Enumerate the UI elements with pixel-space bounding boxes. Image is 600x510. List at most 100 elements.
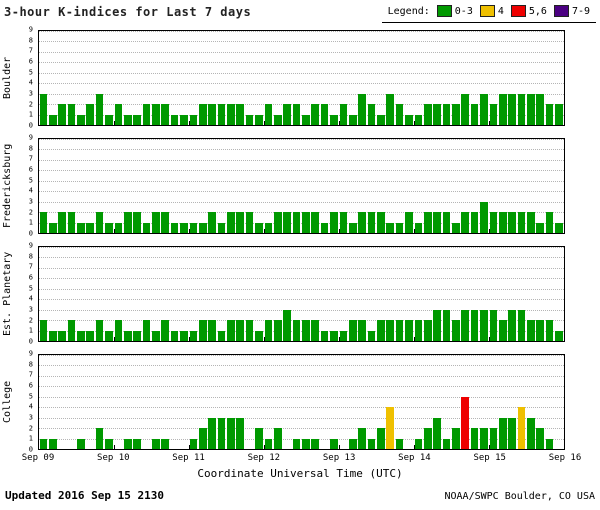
k-index-bar [283, 309, 291, 341]
k-index-bar [198, 320, 207, 341]
k-index-bar [95, 93, 104, 125]
gridline [39, 407, 564, 409]
x-axis-tick [189, 337, 190, 341]
x-axis-tick-label: Sep 10 [97, 453, 130, 463]
k-index-bar [58, 104, 66, 125]
legend-item-4: 4 [479, 5, 504, 17]
k-index-bar [348, 114, 357, 125]
k-index-bar [367, 212, 376, 233]
k-index-bar [77, 222, 85, 233]
k-index-bar [536, 320, 545, 341]
gridline [39, 247, 564, 248]
gridline [39, 365, 564, 367]
y-axis-tick-label: 7 [28, 46, 33, 55]
k-index-bar [86, 330, 95, 341]
gridline [39, 375, 564, 377]
k-index-bar [517, 93, 526, 125]
k-index-bar [545, 320, 554, 341]
k-index-bar [264, 320, 273, 341]
k-index-bar [180, 330, 188, 341]
y-axis-tick-label: 3 [28, 89, 33, 98]
k-index-bar [161, 320, 170, 341]
k-index-bar [133, 114, 141, 125]
k-index-bar [58, 330, 66, 341]
k-index-bar [377, 428, 385, 449]
gridline [39, 180, 564, 182]
gridline [39, 288, 564, 290]
k-index-bar [39, 438, 48, 449]
k-index-bar [264, 438, 273, 449]
legend-item-0-3: 0-3 [436, 5, 473, 17]
k-index-bar [123, 212, 132, 233]
panel-college: College 0 1 2 3 4 5 6 7 8 9 [0, 350, 600, 453]
y-axis-tick-label: 8 [28, 144, 33, 153]
k-index-bar [39, 93, 48, 125]
k-index-bar [470, 309, 479, 341]
k-index-bar [227, 104, 235, 125]
k-index-bar [442, 212, 451, 233]
k-index-bar [95, 428, 104, 449]
k-index-bar [48, 114, 57, 125]
k-index-bar [245, 114, 254, 125]
gridline [39, 201, 564, 203]
x-axis-tick [414, 445, 415, 449]
y-axis-tick-label: 8 [28, 36, 33, 45]
k-index-bar [508, 212, 516, 233]
k-index-bar [273, 428, 282, 449]
k-index-bar [433, 309, 441, 341]
k-index-bar [395, 438, 404, 449]
k-index-bar [555, 104, 563, 125]
station-label: Fredericksburg [2, 143, 13, 229]
k-index-bar [508, 93, 516, 125]
y-axis-tick-label: 5 [28, 284, 33, 293]
k-index-bar [311, 104, 320, 125]
k-index-bar [527, 320, 535, 341]
k-index-bar [536, 428, 545, 449]
k-index-bar [311, 320, 320, 341]
y-axis-tick-label: 6 [28, 165, 33, 174]
legend-swatch-purple [553, 5, 569, 17]
updated-timestamp: Updated 2016 Sep 15 2130 [5, 489, 164, 502]
k-index-bar [133, 330, 141, 341]
k-index-bar [395, 320, 404, 341]
k-index-bar [208, 417, 216, 449]
y-axis-tick-label: 6 [28, 381, 33, 390]
k-index-bar [461, 396, 470, 449]
gridline [39, 72, 564, 74]
k-index-bar [386, 93, 395, 125]
k-index-bar [330, 212, 338, 233]
k-index-bar [489, 309, 498, 341]
y-axis-tick-label: 8 [28, 360, 33, 369]
gridline [39, 320, 564, 322]
k-index-bar [527, 212, 535, 233]
k-index-bar [545, 438, 554, 449]
k-index-bar [414, 438, 423, 449]
gridline [39, 83, 564, 85]
source-attribution: NOAA/SWPC Boulder, CO USA [444, 491, 595, 502]
y-axis-tick-label: 1 [28, 434, 33, 443]
k-index-bar [348, 438, 357, 449]
k-index-bar [414, 222, 423, 233]
k-index-bar [339, 330, 348, 341]
k-index-bar [39, 212, 48, 233]
k-index-bar [198, 222, 207, 233]
k-index-bar [227, 212, 235, 233]
k-index-bar [508, 309, 516, 341]
panel-fredericksburg: Fredericksburg 0 1 2 3 4 5 6 7 8 9 [0, 134, 600, 237]
x-axis-title: Coordinate Universal Time (UTC) [197, 467, 403, 480]
k-index-bar [245, 320, 254, 341]
plot-area-boulder [38, 30, 565, 126]
y-axis-tick-label: 7 [28, 262, 33, 271]
k-index-bar [527, 93, 535, 125]
k-index-bar [170, 222, 179, 233]
gridline [39, 41, 564, 43]
k-index-bar [498, 320, 507, 341]
gridline [39, 149, 564, 151]
k-index-bar [161, 212, 170, 233]
k-index-bar [442, 104, 451, 125]
x-axis-tick [189, 121, 190, 125]
k-index-bar [433, 417, 441, 449]
legend-label: Legend: [387, 5, 430, 17]
